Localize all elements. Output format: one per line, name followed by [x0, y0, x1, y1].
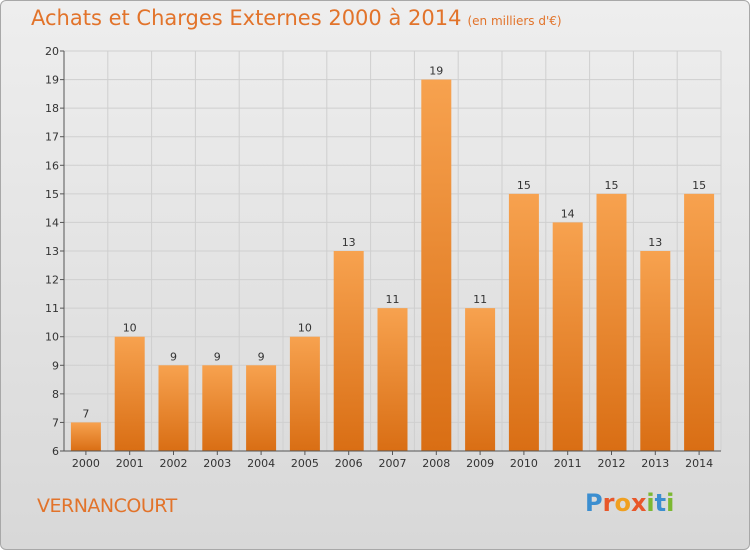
logo-letter: t	[654, 489, 667, 517]
y-tick-label: 6	[52, 445, 59, 458]
bar-value-label: 9	[214, 350, 221, 363]
y-tick-label: 17	[45, 131, 59, 144]
logo-letter: i	[666, 489, 675, 517]
bar-2004	[246, 365, 277, 451]
y-tick-label: 7	[52, 416, 59, 429]
y-tick-label: 20	[45, 45, 59, 58]
bar-value-label: 11	[386, 293, 400, 306]
bar-2005	[289, 336, 320, 451]
x-tick-label: 2006	[335, 457, 363, 470]
y-tick-label: 8	[52, 388, 59, 401]
bar-value-label: 13	[342, 236, 356, 249]
logo-letter: i	[646, 489, 655, 517]
bar-2009	[465, 308, 496, 451]
x-tick-label: 2001	[116, 457, 144, 470]
y-tick-label: 9	[52, 359, 59, 372]
bar-2011	[552, 222, 583, 451]
axis-layer: 6 7 8 9 10 11 12 13 14 15 16 17 18 19 20 2000 2001 2002 20…	[45, 45, 721, 470]
x-tick-label: 2008	[422, 457, 450, 470]
logo-letter: x	[630, 489, 647, 517]
bar-2007	[377, 308, 408, 451]
y-tick-label: 10	[45, 331, 59, 344]
bar-value-label: 9	[258, 350, 265, 363]
x-tick-label: 2005	[291, 457, 319, 470]
y-tick-label: 13	[45, 245, 59, 258]
proxiti-logo: Proxiti	[585, 489, 674, 517]
x-tick-label: 2011	[554, 457, 582, 470]
bar-value-label: 19	[429, 65, 443, 78]
y-tick-label: 15	[45, 188, 59, 201]
x-tick-label: 2004	[247, 457, 275, 470]
x-tick-label: 2010	[510, 457, 538, 470]
bar-value-label: 15	[692, 179, 706, 192]
commune-name: VERNANCOURT	[37, 495, 177, 517]
bar-value-label: 11	[473, 293, 487, 306]
bar-2001	[114, 336, 145, 451]
x-tick-label: 2014	[685, 457, 713, 470]
bar-value-label: 10	[123, 322, 137, 335]
chart-title: Achats et Charges Externes 2000 à 2014 (e…	[31, 6, 562, 30]
bar-2000	[70, 422, 101, 451]
y-tick-label: 18	[45, 102, 59, 115]
x-tick-label: 2000	[72, 457, 100, 470]
x-tick-label: 2013	[641, 457, 669, 470]
bar-2003	[202, 365, 233, 451]
y-tick-label: 16	[45, 159, 59, 172]
bar-value-label: 7	[82, 407, 89, 420]
y-tick-label: 11	[45, 302, 59, 315]
chart-subtitle: (en milliers d'€)	[467, 14, 562, 28]
logo-letter: o	[614, 489, 631, 517]
bar-value-label: 9	[170, 350, 177, 363]
chart-title-text: Achats et Charges Externes 2000 à 2014	[31, 6, 462, 30]
x-tick-label: 2012	[598, 457, 626, 470]
bar-value-label: 14	[561, 207, 575, 220]
bar-2014	[684, 193, 715, 451]
logo-letter: P	[585, 489, 603, 517]
bar-2008	[421, 79, 452, 452]
bar-value-label: 15	[605, 179, 619, 192]
bar-value-label: 13	[648, 236, 662, 249]
bar-2010	[508, 193, 539, 451]
bar-2006	[333, 251, 364, 451]
bar-value-label: 10	[298, 322, 312, 335]
x-tick-label: 2009	[466, 457, 494, 470]
bar-value-label: 15	[517, 179, 531, 192]
y-tick-label: 12	[45, 274, 59, 287]
y-tick-label: 14	[45, 216, 59, 229]
bar-2012	[596, 193, 627, 451]
x-tick-label: 2002	[160, 457, 188, 470]
x-tick-label: 2003	[203, 457, 231, 470]
bar-2013	[640, 251, 671, 451]
bars-layer: 7 10 9 9 9 10 13 11 19 11 15 14 15 13 15	[70, 65, 715, 452]
y-tick-label: 19	[45, 74, 59, 87]
logo-letter: r	[602, 489, 615, 517]
x-tick-label: 2007	[379, 457, 407, 470]
bar-2002	[158, 365, 189, 451]
